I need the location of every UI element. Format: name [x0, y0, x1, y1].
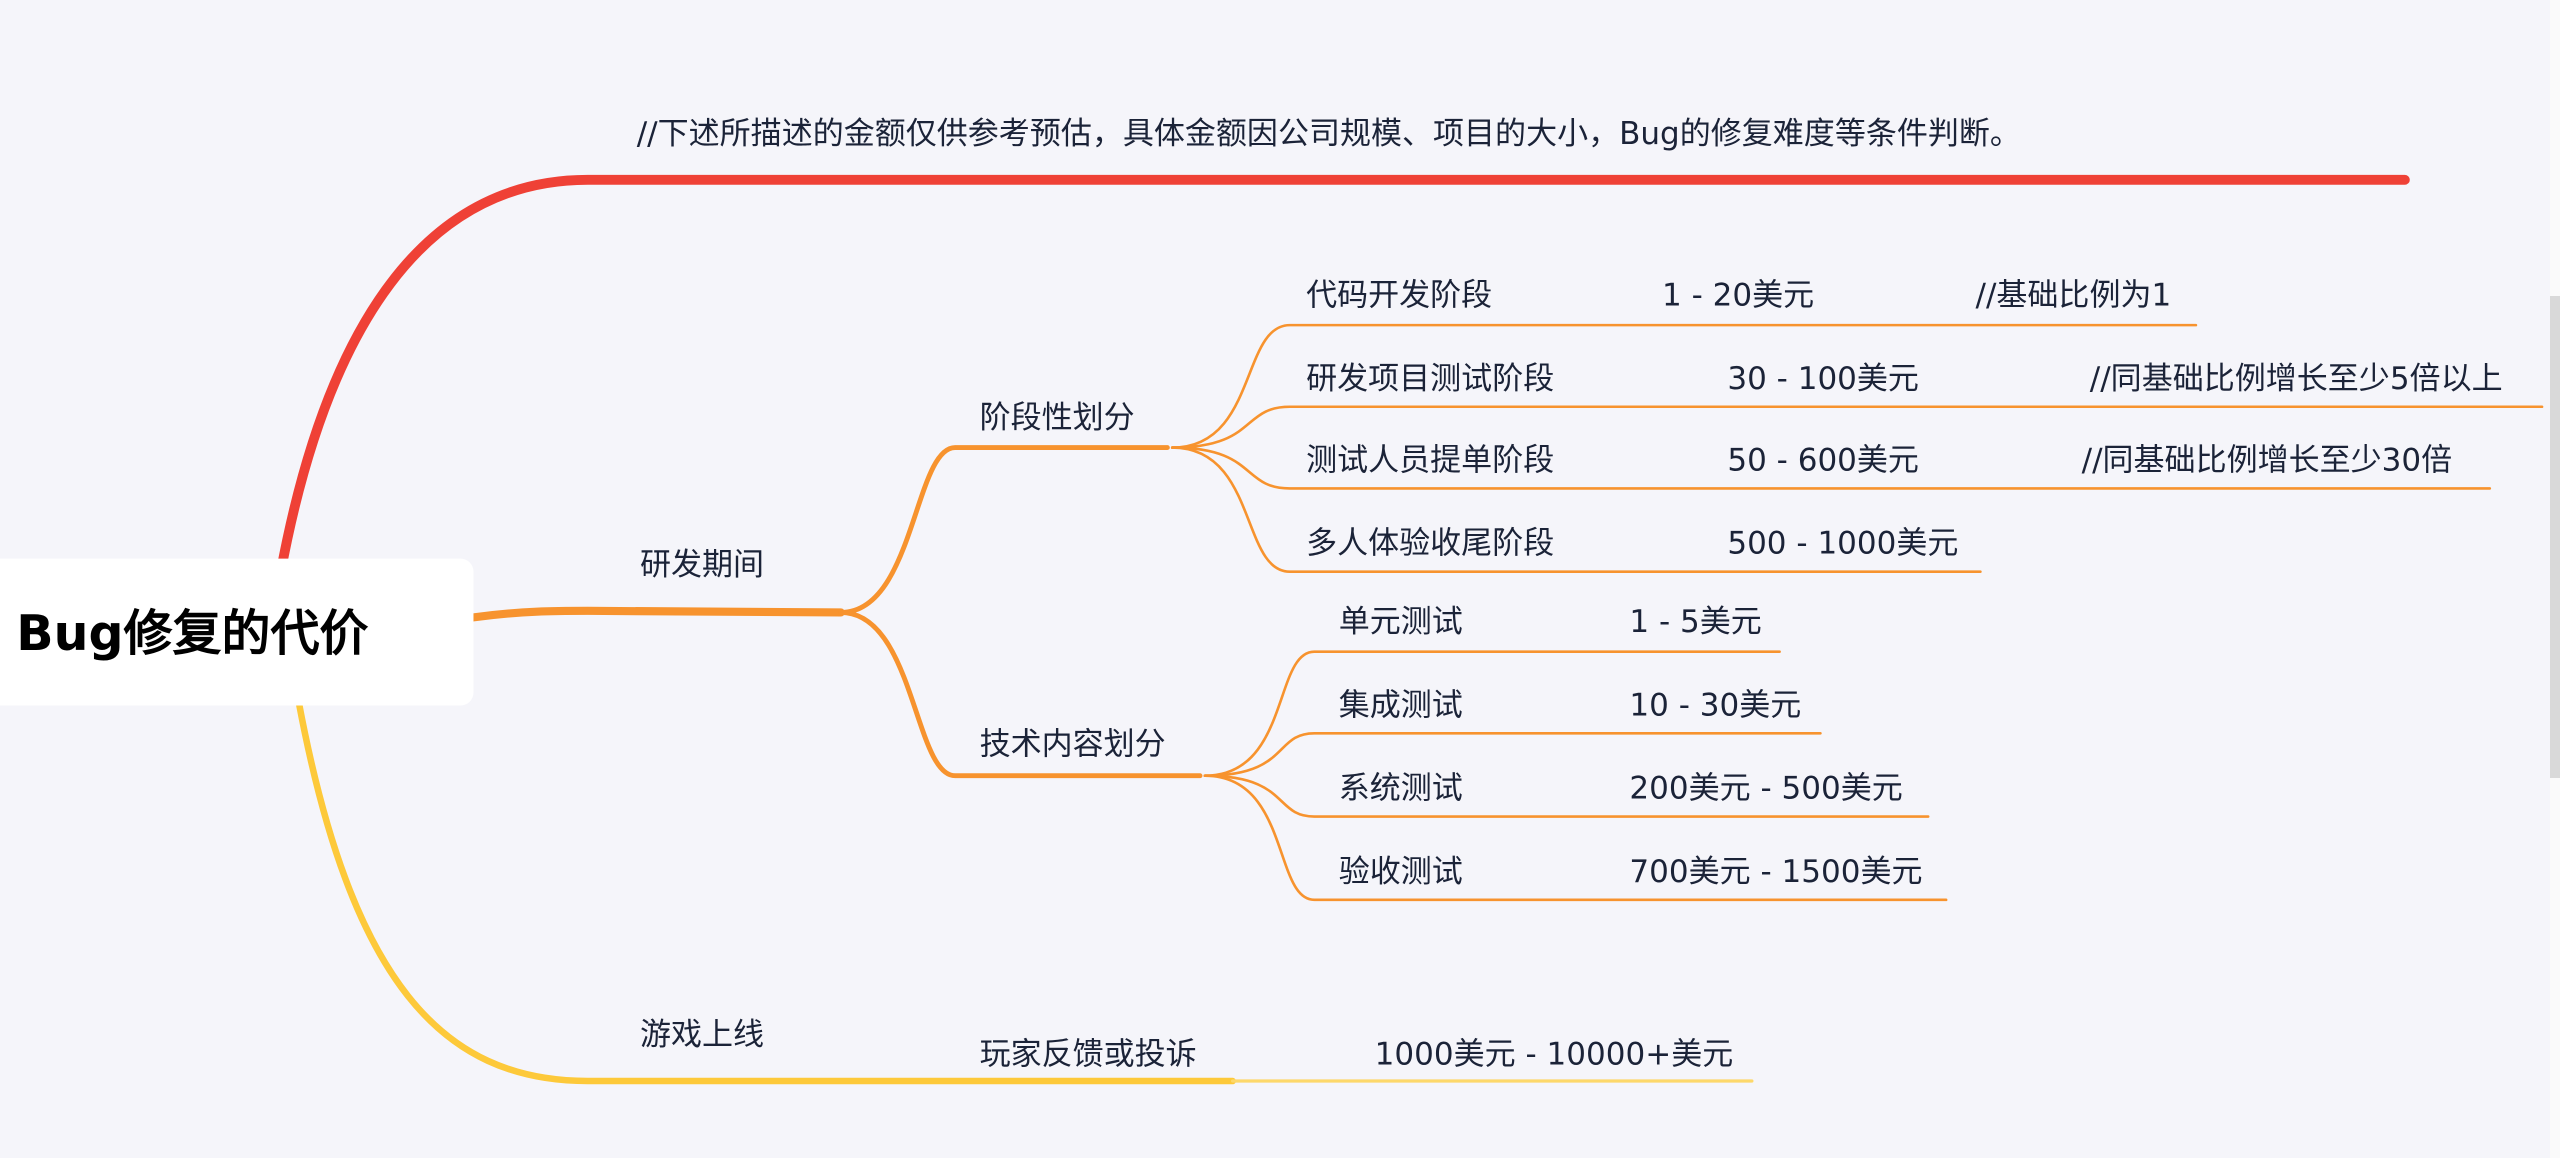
- tech-item-label[interactable]: 系统测试: [1339, 771, 1463, 807]
- branch-dev: [469, 606, 845, 622]
- branch-stage: [838, 445, 1170, 615]
- tech-item-label[interactable]: 单元测试: [1339, 604, 1463, 640]
- branch-tech: [838, 610, 1203, 779]
- note-label[interactable]: //下述所描述的金额仅供参考预估，具体金额因公司规模、项目的大小，Bug的修复难…: [637, 116, 2021, 152]
- dev-label[interactable]: 研发期间: [640, 547, 764, 583]
- branch-stage-3: [1170, 446, 1982, 573]
- stage-item-comment[interactable]: //同基础比例增长至少5倍以上: [2090, 361, 2503, 397]
- stage-item-cost[interactable]: 50 - 600美元: [1727, 442, 1919, 478]
- tech-item-cost[interactable]: 1 - 5美元: [1629, 604, 1761, 640]
- branch-tech-3: [1203, 774, 1948, 902]
- tech-label[interactable]: 技术内容划分: [980, 727, 1166, 763]
- branch-live: [295, 698, 1236, 1085]
- stage-item-label[interactable]: 研发项目测试阶段: [1306, 361, 1554, 397]
- stage-item-label[interactable]: 测试人员提单阶段: [1306, 442, 1554, 478]
- branch-stage-2: [1170, 446, 2492, 490]
- live-item-cost[interactable]: 1000美元 - 10000+美元: [1375, 1037, 1734, 1073]
- stage-item-label[interactable]: 代码开发阶段: [1306, 278, 1492, 314]
- branch-note: [275, 174, 2410, 577]
- stage-item-comment[interactable]: //基础比例为1: [1976, 278, 2172, 314]
- stage-label[interactable]: 阶段性划分: [980, 400, 1135, 436]
- tech-item-label[interactable]: 验收测试: [1339, 854, 1463, 890]
- root-node[interactable]: [0, 558, 474, 706]
- vertical-scrollbar-thumb[interactable]: [2550, 296, 2560, 778]
- branch-tech-2: [1203, 774, 1930, 818]
- branch-tech-0: [1203, 650, 1781, 778]
- tech-item-cost[interactable]: 200美元 - 500美元: [1629, 771, 1902, 807]
- stage-item-cost[interactable]: 500 - 1000美元: [1727, 526, 1958, 562]
- root-label: Bug修复的代价: [16, 605, 368, 662]
- branch-tech-1: [1203, 731, 1822, 778]
- live-item-label[interactable]: 玩家反馈或投诉: [980, 1037, 1197, 1073]
- branch-stage-1: [1170, 405, 2544, 449]
- tech-item-cost[interactable]: 700美元 - 1500美元: [1629, 854, 1922, 890]
- stage-item-comment[interactable]: //同基础比例增长至少30倍: [2082, 442, 2453, 478]
- stage-item-cost[interactable]: 1 - 20美元: [1662, 278, 1814, 314]
- tech-item-cost[interactable]: 10 - 30美元: [1629, 687, 1801, 723]
- stage-item-label[interactable]: 多人体验收尾阶段: [1306, 526, 1554, 562]
- tech-item-label[interactable]: 集成测试: [1339, 687, 1463, 723]
- live-label[interactable]: 游戏上线: [640, 1017, 764, 1053]
- stage-item-cost[interactable]: 30 - 100美元: [1727, 361, 1919, 397]
- branch-stage-0: [1170, 323, 2198, 449]
